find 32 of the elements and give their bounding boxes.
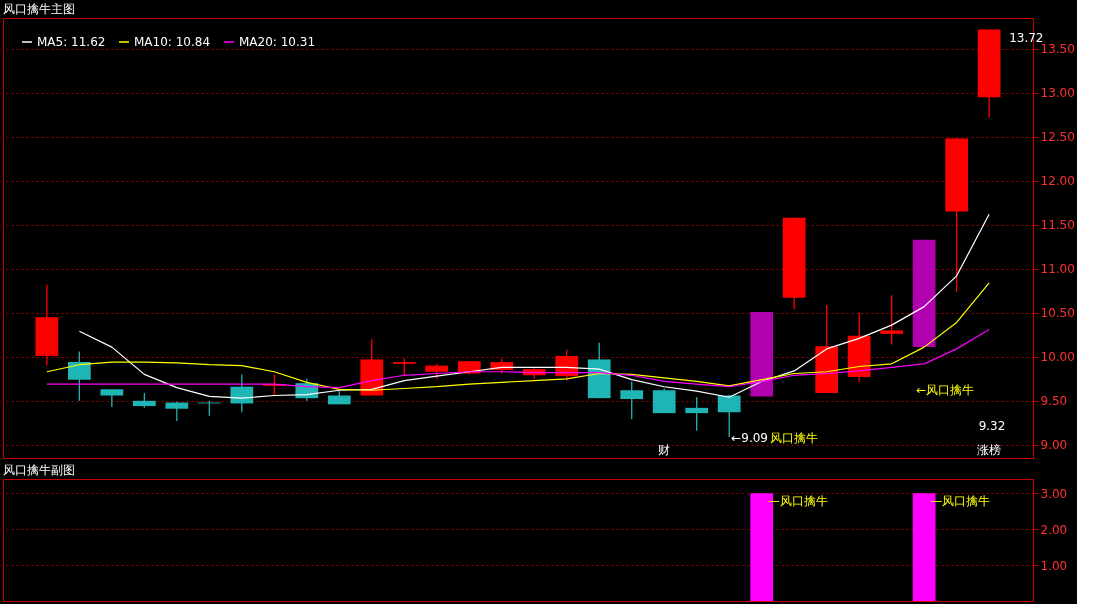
y-tick-label: 2.00	[1040, 522, 1068, 537]
legend-label: MA10: 10.84	[134, 35, 211, 49]
candlestick	[652, 387, 676, 414]
chart-title: 风口擒牛主图	[3, 2, 75, 16]
y-tick-label: 11.50	[1040, 218, 1075, 233]
y-tick-label: 12.00	[1040, 174, 1075, 189]
chart-title: 风口擒牛副图	[3, 463, 75, 477]
y-tick-label: 13.00	[1040, 86, 1075, 101]
y-tick-label: 12.50	[1040, 130, 1075, 145]
annotation: —风口擒牛	[767, 494, 828, 508]
annotation: 9.32	[978, 419, 1006, 433]
candlestick	[685, 396, 709, 432]
y-tick-label: 10.50	[1040, 306, 1075, 321]
annotation: ←9.09	[731, 431, 768, 445]
y-tick-label: 13.50	[1040, 42, 1075, 57]
annotation: —风口擒牛	[930, 494, 991, 508]
annotation: 风口擒牛	[769, 431, 818, 445]
y-tick-label: 1.00	[1040, 558, 1068, 573]
annotation: 涨榜	[977, 443, 1002, 457]
y-tick-label: 9.50	[1040, 394, 1068, 409]
y-tick-label: 9.00	[1040, 438, 1068, 453]
candlestick	[165, 401, 189, 422]
candlestick	[67, 350, 91, 402]
candlestick	[620, 380, 644, 420]
candlestick	[880, 294, 904, 346]
annotation: 财	[658, 443, 671, 457]
legend-label: MA5: 11.62	[37, 35, 106, 49]
y-tick-label: 3.00	[1040, 486, 1068, 501]
annotation: ←风口擒牛	[916, 383, 975, 397]
y-tick-label: 11.00	[1040, 262, 1075, 277]
y-tick-label: 10.00	[1040, 350, 1075, 365]
legend-label: MA20: 10.31	[239, 35, 316, 49]
